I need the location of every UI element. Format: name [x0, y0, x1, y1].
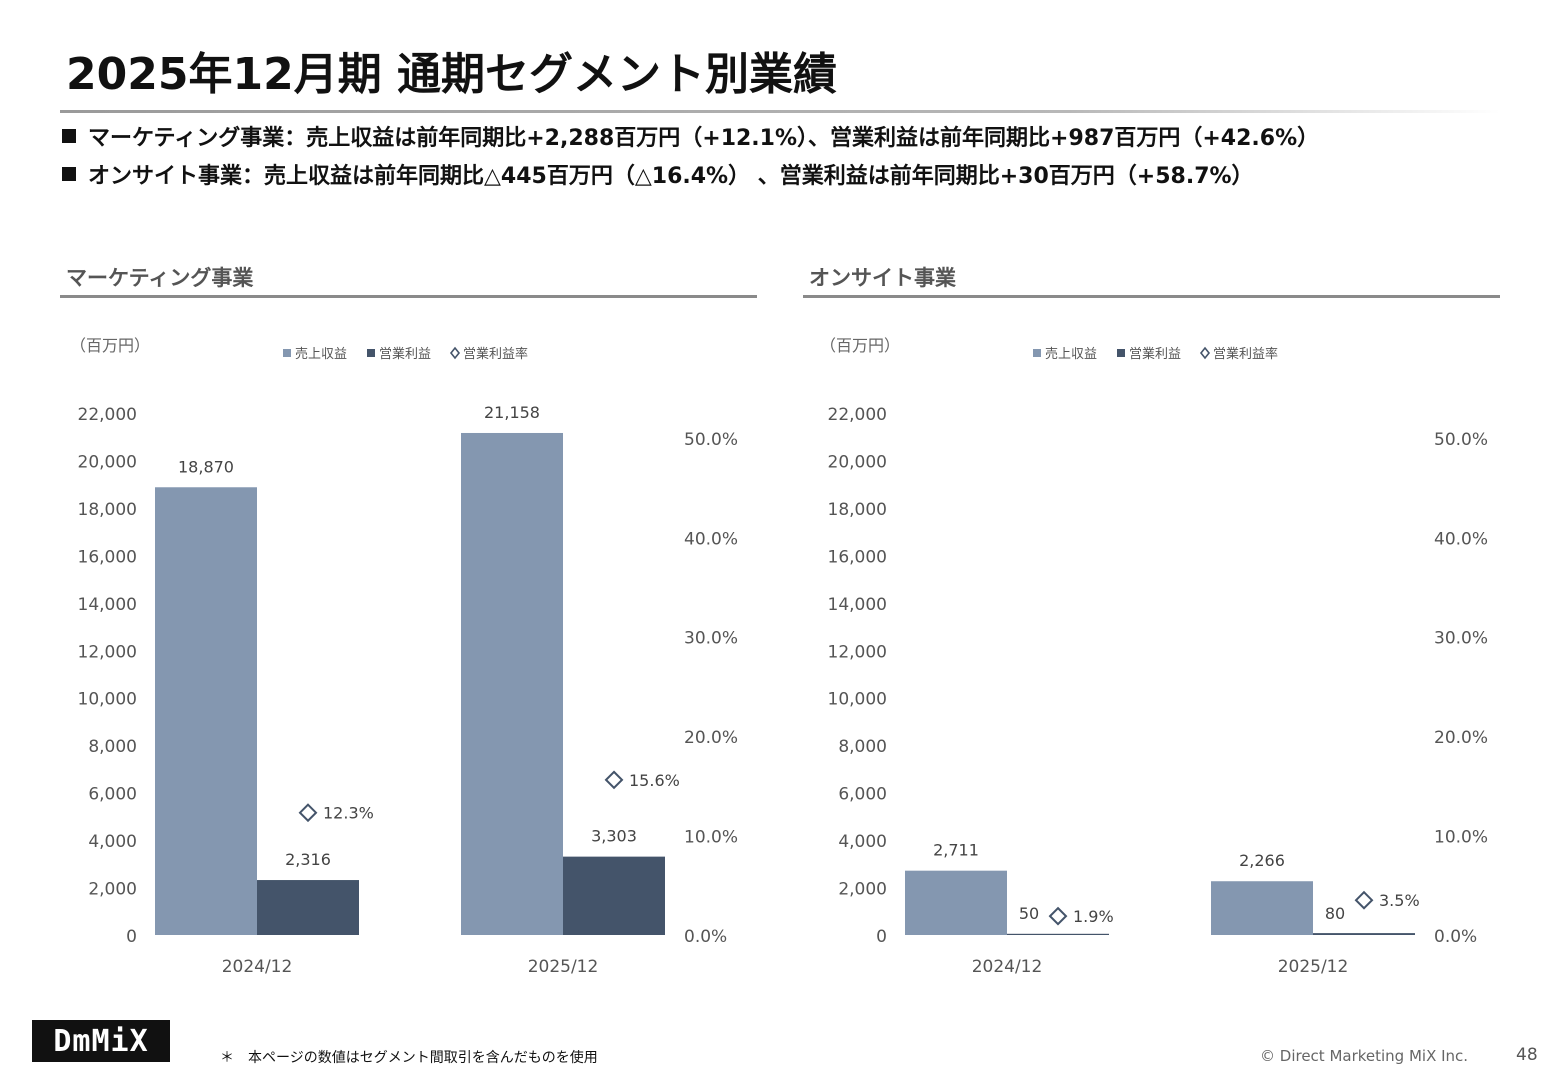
page-number: 48	[1516, 1045, 1538, 1065]
x-tick-label: 2024/12	[972, 957, 1043, 977]
legend-diamond-icon	[449, 346, 461, 360]
y-tick-label: 0	[126, 927, 137, 947]
margin-data-label: 12.3%	[323, 804, 374, 823]
x-tick-label: 2025/12	[528, 957, 599, 977]
profit-data-label: 50	[1019, 904, 1039, 923]
revenue-data-label: 21,158	[484, 403, 540, 422]
margin-data-label: 3.5%	[1379, 891, 1420, 910]
y-tick-label: 22,000	[78, 405, 137, 425]
y2-tick-label: 30.0%	[1434, 629, 1488, 649]
y-tick-label: 4,000	[838, 832, 887, 852]
y2-tick-label: 30.0%	[684, 629, 738, 649]
bullet-square-icon	[62, 129, 76, 143]
y-tick-label: 22,000	[828, 405, 887, 425]
y2-tick-label: 20.0%	[684, 728, 738, 748]
profit-bar	[1007, 933, 1109, 935]
y-tick-label: 16,000	[828, 547, 887, 567]
revenue-bar	[461, 432, 563, 935]
onsite-chart: （百万円） 売上収益 営業利益 営業利益率 0 2,000 4,000 6,000 8,000 1…	[820, 336, 1488, 977]
legend-label: 営業利益率	[1213, 346, 1278, 362]
y2-tick-label: 20.0%	[1434, 728, 1488, 748]
section-title-onsite: オンサイト事業	[809, 266, 956, 290]
margin-marker	[298, 803, 318, 823]
summary-bullet-onsite: オンサイト事業：売上収益は前年同期比△445百万円（△16.4%） 、営業利益は…	[62, 158, 1254, 190]
x-tick-label: 2025/12	[1278, 957, 1349, 977]
profit-bar	[1313, 933, 1415, 935]
y-tick-label: 12,000	[828, 642, 887, 662]
revenue-bar	[1211, 881, 1313, 935]
y-tick-label: 18,000	[78, 500, 137, 520]
revenue-bar	[905, 870, 1007, 935]
margin-data-label: 1.9%	[1073, 907, 1114, 926]
y2-tick-label: 0.0%	[1434, 927, 1477, 947]
y2-tick-label: 10.0%	[1434, 828, 1488, 848]
unit-label: （百万円）	[70, 336, 150, 355]
margin-marker	[1354, 890, 1374, 910]
legend-label: 売上収益	[1045, 346, 1097, 362]
summary-bullet-marketing: マーケティング事業：売上収益は前年同期比+2,288百万円（+12.1%）、営業…	[62, 120, 1319, 152]
legend-swatch	[367, 349, 375, 357]
legend-label: 営業利益	[379, 346, 431, 362]
y-tick-label: 0	[876, 927, 887, 947]
margin-data-label: 15.6%	[629, 771, 680, 790]
y-tick-label: 10,000	[78, 690, 137, 710]
legend-diamond-icon	[1199, 346, 1211, 360]
section-divider	[60, 295, 757, 298]
profit-bar	[563, 856, 665, 935]
y-tick-label: 12,000	[78, 642, 137, 662]
copyright: © Direct Marketing MiX Inc.	[1260, 1047, 1469, 1065]
revenue-data-label: 2,266	[1239, 851, 1285, 870]
legend-swatch	[1117, 349, 1125, 357]
title-divider	[60, 110, 1500, 113]
y2-tick-label: 40.0%	[1434, 529, 1488, 549]
y-tick-label: 8,000	[838, 737, 887, 757]
profit-bar	[257, 880, 359, 935]
revenue-data-label: 18,870	[178, 457, 234, 476]
revenue-bar	[155, 487, 257, 935]
y-tick-label: 18,000	[828, 500, 887, 520]
y-tick-label: 2,000	[88, 880, 137, 900]
bullet-square-icon	[62, 167, 76, 181]
y-tick-label: 20,000	[828, 452, 887, 472]
company-logo: DmMiX	[32, 1020, 170, 1062]
profit-data-label: 80	[1325, 904, 1345, 923]
y-tick-label: 8,000	[88, 737, 137, 757]
legend-label: 営業利益率	[463, 346, 528, 362]
y-tick-label: 20,000	[78, 452, 137, 472]
revenue-data-label: 2,711	[933, 841, 979, 860]
summary-text: マーケティング事業：売上収益は前年同期比+2,288百万円（+12.1%）、営業…	[88, 126, 1320, 151]
legend-swatch	[283, 349, 291, 357]
y-tick-label: 14,000	[78, 595, 137, 615]
y2-tick-label: 10.0%	[684, 828, 738, 848]
y2-tick-label: 0.0%	[684, 927, 727, 947]
section-divider	[803, 295, 1500, 298]
y2-tick-label: 40.0%	[684, 529, 738, 549]
legend-label: 売上収益	[295, 346, 347, 362]
y-tick-label: 16,000	[78, 547, 137, 567]
y-tick-label: 6,000	[88, 785, 137, 805]
x-tick-label: 2024/12	[222, 957, 293, 977]
footnote: ＊ 本ページの数値はセグメント間取引を含んだものを使用	[220, 1050, 598, 1066]
legend-label: 営業利益	[1129, 346, 1181, 362]
profit-data-label: 2,316	[285, 850, 331, 869]
y2-tick-label: 50.0%	[684, 430, 738, 450]
unit-label: （百万円）	[820, 336, 900, 355]
profit-data-label: 3,303	[591, 827, 637, 846]
y-tick-label: 10,000	[828, 690, 887, 710]
y-tick-label: 14,000	[828, 595, 887, 615]
legend-swatch	[1033, 349, 1041, 357]
y-tick-label: 2,000	[838, 880, 887, 900]
margin-marker	[1048, 906, 1068, 926]
page-title: 2025年12月期 通期セグメント別業績	[66, 49, 838, 100]
section-title-marketing: マーケティング事業	[66, 266, 254, 290]
y-tick-label: 6,000	[838, 785, 887, 805]
y-tick-label: 4,000	[88, 832, 137, 852]
y2-tick-label: 50.0%	[1434, 430, 1488, 450]
summary-text: オンサイト事業：売上収益は前年同期比△445百万円（△16.4%） 、営業利益は…	[88, 164, 1254, 189]
marketing-chart: （百万円） 売上収益 営業利益 営業利益率 0 2,000 4,000 6,000 8,000 1…	[70, 336, 738, 977]
margin-marker	[604, 770, 624, 790]
